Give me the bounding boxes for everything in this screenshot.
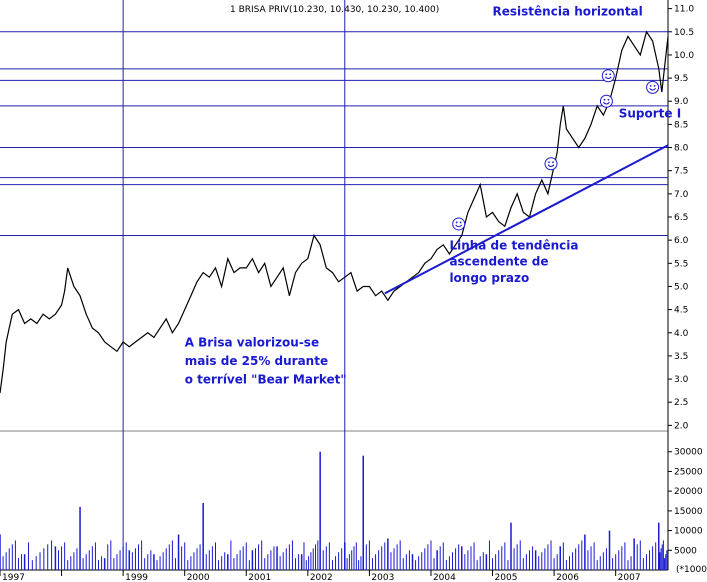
smiley-eye <box>548 161 550 164</box>
date-tick-label: 1997 <box>2 573 25 582</box>
price-tick-label: 7.0 <box>674 190 689 200</box>
horizontal-lines <box>0 31 668 237</box>
annotation-text: longo prazo <box>449 271 529 285</box>
date-tick-label: 2004 <box>433 573 456 582</box>
volume-axis-ticks: 30000 25000 20000 15000 10000 5000 <box>668 448 703 556</box>
price-tick-label: 3.5 <box>674 352 688 362</box>
price-tick-label: 10.5 <box>674 28 694 38</box>
smiley-marker <box>601 69 615 83</box>
smiley-marker <box>452 217 466 231</box>
smiley-eye <box>552 161 554 164</box>
annotation-text: mais de 25% durante <box>185 354 328 368</box>
date-tick-label: 2001 <box>248 573 271 582</box>
price-tick-label: 7.5 <box>674 167 688 177</box>
price-axis-ticks: 11.0 10.5 10.0 9.5 9.0 8.5 8.0 7.5 7.0 6.5 6.0 5.5 5… <box>668 5 694 431</box>
price-tick-label: 5.0 <box>674 282 689 292</box>
price-tick-label: 2.0 <box>674 421 689 431</box>
smiley-eye <box>649 84 652 87</box>
volume-tick-label: 25000 <box>674 467 703 477</box>
date-tick-label: 2000 <box>187 573 210 582</box>
vertical-lines <box>122 0 346 570</box>
smiley-eye <box>609 73 612 76</box>
trendline <box>384 144 669 295</box>
plot-frame <box>0 0 669 571</box>
smiley-markers <box>452 69 660 231</box>
annotations: Resistência horizontal Suporte I Linha de … <box>185 5 682 387</box>
date-tick-label: 1999 <box>125 573 148 582</box>
price-series-line <box>0 30 669 394</box>
price-tick-label: 8.5 <box>674 120 688 130</box>
annotation-text: Linha de tendência <box>449 238 578 252</box>
smiley-eye <box>455 221 458 224</box>
price-tick-label: 3.0 <box>674 375 689 385</box>
smiley-mouth <box>604 76 612 80</box>
annotation-text: Suporte I <box>619 106 681 120</box>
annotation-text: Resistência horizontal <box>493 5 643 19</box>
smiley-mouth <box>455 224 463 228</box>
volume-tick-label: 20000 <box>674 487 703 497</box>
volume-tick-label: 30000 <box>674 448 703 458</box>
smiley-mouth <box>547 164 555 167</box>
date-tick-label: 2002 <box>310 573 333 582</box>
price-tick-label: 11.0 <box>674 5 694 15</box>
volume-bars <box>0 451 668 570</box>
smiley-marker <box>646 80 660 94</box>
price-tick-label: 4.5 <box>674 306 688 316</box>
volume-tick-label: 10000 <box>674 527 703 537</box>
date-tick-label: 2005 <box>495 573 518 582</box>
price-tick-label: 8.0 <box>674 144 689 154</box>
date-axis-ticks: 1997 1999 2000 2001 2002 2003 2004 2005 2006 2007 <box>0 570 641 582</box>
chart-title: 1 BRISA PRIV(10.230, 10.430, 10.230, 10.… <box>230 5 439 15</box>
price-tick-label: 9.5 <box>674 74 688 84</box>
date-tick-label: 2003 <box>371 573 394 582</box>
price-tick-label: 4.0 <box>674 329 689 339</box>
price-tick-label: 9.0 <box>674 97 689 107</box>
smiley-mouth <box>603 101 610 105</box>
price-tick-label: 2.5 <box>674 398 688 408</box>
annotation-text: A Brisa valorizou-se <box>185 336 319 350</box>
price-tick-label: 6.0 <box>674 236 689 246</box>
volume-tick-label: 15000 <box>674 507 703 517</box>
smiley-eye <box>459 221 462 224</box>
price-tick-label: 10.0 <box>674 51 694 61</box>
volume-tick-label: 5000 <box>674 546 697 556</box>
price-tick-label: 6.5 <box>674 213 688 223</box>
date-tick-label: 2007 <box>618 573 641 582</box>
smiley-eye <box>653 84 656 87</box>
smiley-eye <box>603 98 606 101</box>
smiley-eye <box>605 73 608 76</box>
annotation-text: o terrível "Bear Market" <box>185 373 347 387</box>
price-tick-label: 5.5 <box>674 259 688 269</box>
date-tick-label: 2006 <box>556 573 579 582</box>
volume-unit-label: (*1000) <box>676 565 707 575</box>
smiley-marker <box>599 94 613 108</box>
smiley-eye <box>607 98 610 101</box>
annotation-text: ascendente de <box>449 255 548 269</box>
smiley-marker <box>544 157 558 171</box>
smiley-mouth <box>649 88 656 91</box>
